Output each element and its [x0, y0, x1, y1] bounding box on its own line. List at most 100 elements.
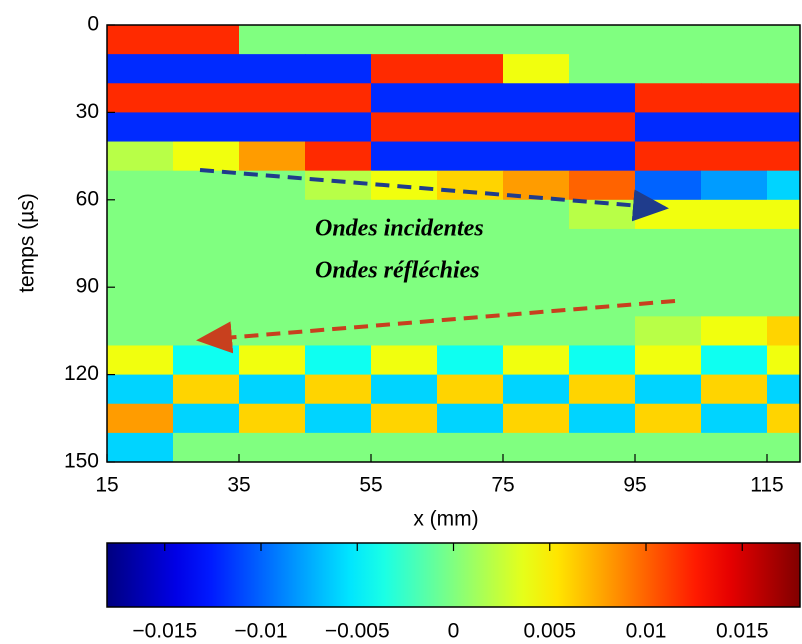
heatmap-cell	[107, 141, 174, 172]
heatmap-cell	[107, 228, 174, 259]
heatmap-cell	[503, 316, 570, 346]
heatmap-cell	[437, 199, 504, 230]
heatmap-cell	[371, 141, 438, 172]
heatmap-cell	[239, 345, 306, 376]
heatmap-cell	[767, 316, 800, 346]
heatmap-cell	[305, 25, 372, 55]
y-tick-label: 0	[87, 13, 99, 36]
heatmap-cell	[305, 403, 372, 434]
annotation: Ondes incidentes	[315, 216, 484, 242]
heatmap-cell	[371, 432, 438, 462]
heatmap-cell	[767, 199, 800, 230]
heatmap-cell	[437, 258, 504, 288]
heatmap-cell	[503, 199, 570, 230]
heatmap-cell	[305, 228, 372, 259]
heatmap-cell	[239, 403, 306, 434]
heatmap-cell	[305, 374, 372, 405]
heatmap-cell	[701, 403, 768, 434]
heatmap-cell	[173, 287, 240, 317]
heatmap-cell	[569, 432, 636, 462]
heatmap-cell	[173, 141, 240, 172]
heatmap-cell	[173, 83, 240, 113]
heatmap-cell	[635, 170, 702, 201]
x-tick-label: 95	[623, 474, 646, 497]
heatmap-cell	[437, 25, 504, 55]
heatmap-cell	[239, 141, 306, 172]
heatmap-cell	[635, 374, 702, 405]
heatmap-cell	[371, 287, 438, 317]
heatmap-cell	[173, 25, 240, 55]
y-tick-label: 30	[76, 100, 99, 123]
heatmap-cell	[569, 345, 636, 376]
heatmap-cell	[701, 83, 768, 113]
heatmap-cell	[173, 54, 240, 84]
heatmap-cell	[635, 258, 702, 288]
heatmap-cell	[371, 228, 438, 259]
heatmap-cell	[701, 374, 768, 405]
heatmap-cell	[569, 228, 636, 259]
heatmap-cell	[701, 141, 768, 172]
heatmap-cell	[701, 432, 768, 462]
heatmap-cell	[305, 54, 372, 84]
y-tick-label: 60	[76, 187, 99, 210]
heatmap-cell	[767, 432, 800, 462]
heatmap-cell	[503, 345, 570, 376]
heatmap-cell	[173, 345, 240, 376]
heatmap-cell	[239, 374, 306, 405]
heatmap-cell	[503, 54, 570, 84]
heatmap-cell	[239, 112, 306, 143]
heatmap-cell	[767, 345, 800, 376]
heatmap-cell	[635, 228, 702, 259]
heatmap-cell	[635, 141, 702, 172]
x-tick-label: 15	[95, 474, 118, 497]
heatmap-cell	[239, 25, 306, 55]
heatmap-cell	[107, 316, 174, 346]
heatmap	[107, 25, 800, 462]
heatmap-cell	[503, 258, 570, 288]
heatmap-cell	[239, 228, 306, 259]
heatmap-cell	[569, 112, 636, 143]
y-tick-label: 150	[64, 450, 99, 473]
heatmap-cell	[371, 54, 438, 84]
colorbar-tick-label: 0.01	[626, 620, 667, 643]
heatmap-cell	[107, 199, 174, 230]
heatmap-cell	[437, 287, 504, 317]
heatmap-cell	[107, 403, 174, 434]
heatmap-cell	[701, 54, 768, 84]
x-tick-label: 115	[750, 474, 783, 497]
heatmap-cell	[173, 258, 240, 288]
heatmap-cell	[173, 403, 240, 434]
heatmap-cell	[569, 141, 636, 172]
heatmap-cell	[569, 170, 636, 201]
heatmap-cell	[107, 258, 174, 288]
heatmap-cell	[701, 258, 768, 288]
heatmap-cell	[173, 199, 240, 230]
heatmap-cell	[371, 25, 438, 55]
heatmap-cell	[107, 287, 174, 317]
x-axis-label: x (mm)	[413, 508, 478, 531]
heatmap-cell	[173, 432, 240, 462]
heatmap-cell	[371, 112, 438, 143]
y-tick-label: 90	[76, 275, 99, 298]
heatmap-cell	[437, 403, 504, 434]
heatmap-cell	[239, 83, 306, 113]
heatmap-cell	[635, 112, 702, 143]
heatmap-cell	[635, 432, 702, 462]
colorbar	[106, 542, 801, 608]
heatmap-cell	[767, 83, 800, 113]
heatmap-cell	[767, 287, 800, 317]
heatmap-cell	[107, 25, 174, 55]
annotation: Ondes réfléchies	[315, 258, 480, 284]
heatmap-cell	[701, 199, 768, 230]
heatmap-cell	[437, 228, 504, 259]
colorbar-tick-label: 0.005	[523, 620, 576, 643]
heatmap-cell	[503, 374, 570, 405]
heatmap-cell	[767, 141, 800, 172]
heatmap-cell	[107, 432, 174, 462]
heatmap-cell	[437, 141, 504, 172]
heatmap-cell	[569, 316, 636, 346]
x-tick-label: 55	[359, 474, 382, 497]
heatmap-cell	[371, 258, 438, 288]
heatmap-cell	[437, 432, 504, 462]
